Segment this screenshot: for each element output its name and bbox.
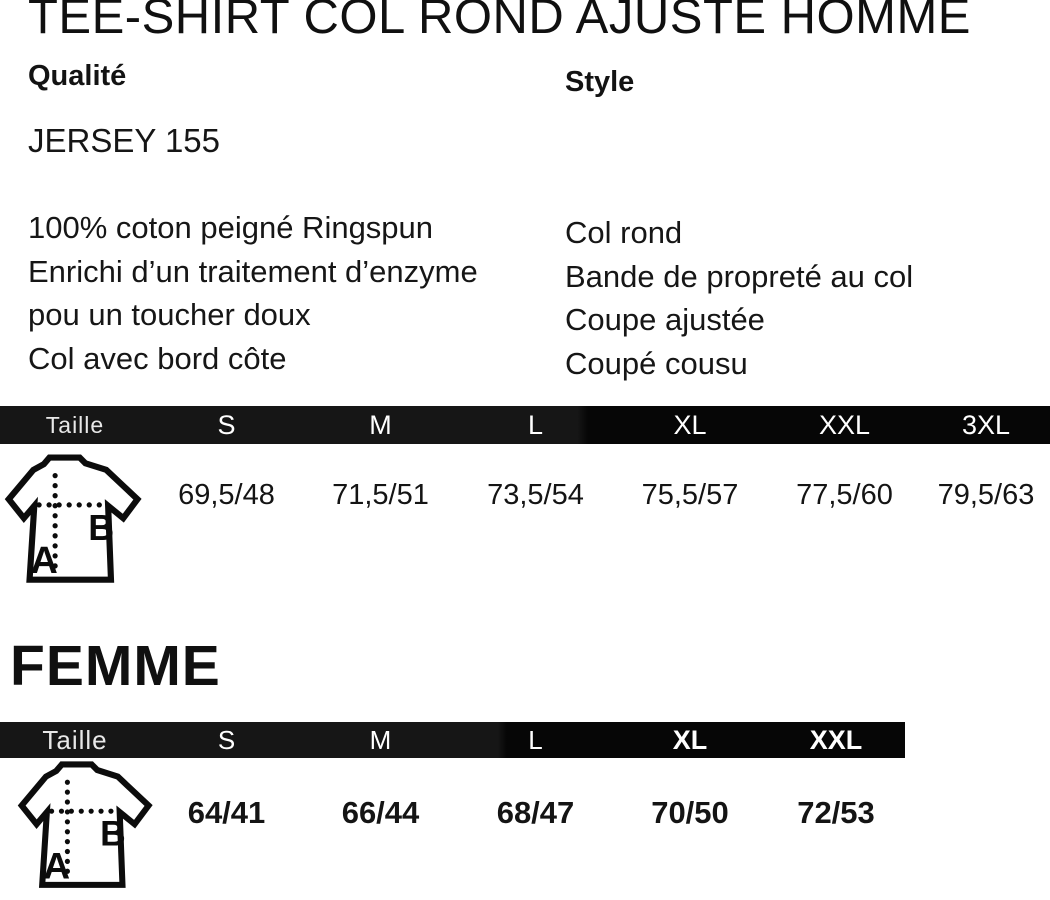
women-measure-xl: 70/50 [651,795,729,830]
men-size-3xl: 3XL [961,409,1011,440]
quality-line: 100% coton peigné Ringspun [28,210,434,245]
women-size-table-header: Taille S M L XL XXL [0,722,905,758]
quality-line: Enrichi d’un traitement d’enzyme [28,253,478,289]
tshirt-measurement-icon: A B [4,757,170,897]
tshirt-outline [17,761,153,888]
measure-b-label: B [88,507,114,548]
men-size-xl: XL [673,409,707,440]
style-description: Col rond Bande de propreté au col Coupe … [565,211,913,385]
measure-a-label: A [43,844,70,886]
measure-a-label: A [31,540,58,582]
women-measurements-row: 64/41 66/44 68/47 70/50 72/53 [0,788,905,838]
men-measure-s: 69,5/48 [178,478,275,511]
women-measure-l: 68/47 [496,795,575,830]
men-measure-xl: 75,5/57 [641,478,739,511]
page-title: TEE-SHIRT COL ROND AJUSTÉ HOMME [28,0,971,44]
women-size-label: Taille [42,724,108,755]
men-measurements-row: 69,5/48 71,5/51 73,5/54 75,5/57 77,5/60 … [0,470,1050,520]
women-size-m: M [369,724,392,755]
men-size-label: Taille [45,411,105,438]
women-size-l: L [528,724,543,755]
men-size-s: S [217,409,236,440]
men-measure-m: 71,5/51 [332,478,429,511]
women-size-s: S [217,724,236,755]
style-line: Col rond [565,215,683,250]
tshirt-measurement-icon: A B [4,450,146,592]
men-measure-3xl: 79,5/63 [937,478,1035,511]
fabric-name: JERSEY 155 [28,122,221,159]
quality-description: 100% coton peigné Ringspun Enrichi d’un … [28,206,478,380]
quality-line: pou un toucher doux [28,297,311,332]
style-line: Coupé cousu [565,345,748,381]
women-measure-s: 64/41 [187,795,266,830]
style-line: Bande de propreté au col [565,258,914,294]
men-size-m: M [369,409,392,440]
men-measure-l: 73,5/54 [487,478,584,511]
women-size-xxl: XXL [809,724,863,755]
tshirt-outline [4,454,142,583]
men-size-l: L [527,409,544,440]
style-section-heading: Style [565,66,635,98]
men-measure-xxl: 77,5/60 [796,478,893,511]
measure-b-label: B [100,814,126,854]
women-section-heading: FEMME [10,634,221,698]
women-size-xl: XL [672,724,708,755]
women-measure-m: 66/44 [341,795,420,830]
style-line: Coupe ajustée [565,302,765,337]
women-measure-xxl: 72/53 [797,795,875,830]
quality-line: Col avec bord côte [28,340,287,376]
quality-section-heading: Qualité [28,60,127,92]
men-size-xxl: XXL [818,409,871,440]
men-size-table-header: Taille S M L XL XXL 3XL [0,406,1050,444]
